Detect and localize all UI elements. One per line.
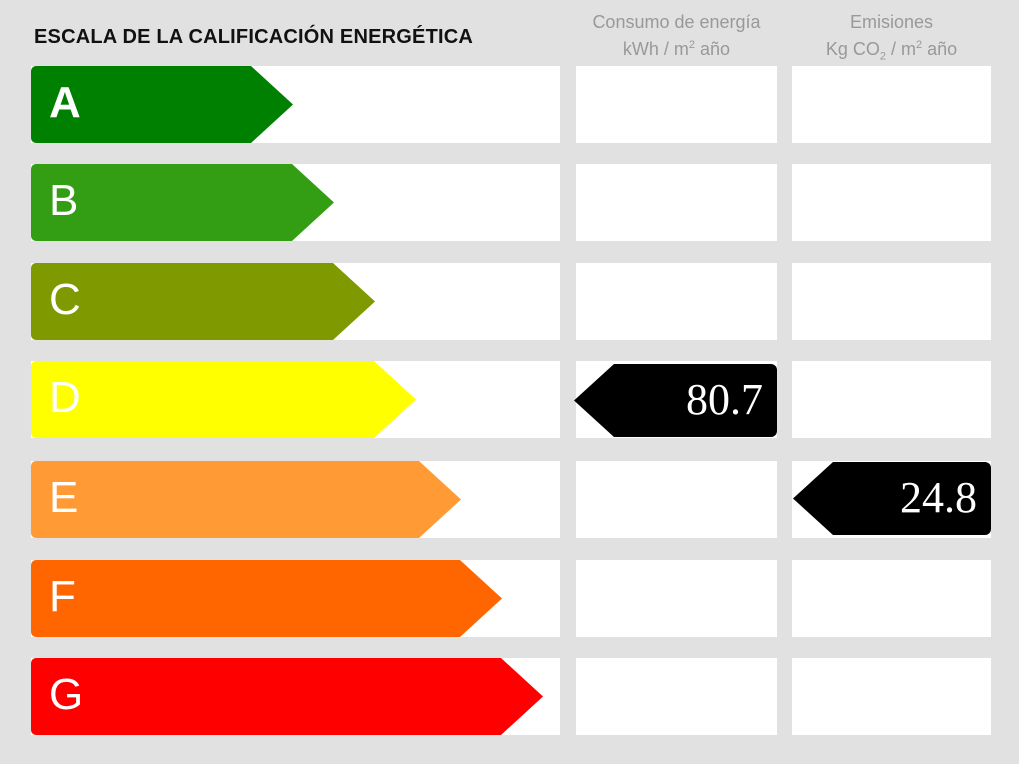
rating-row-f: F [31,560,560,637]
emissions-unit: Kg CO2 / m2 año [825,39,958,63]
consumption-cell-g [576,658,777,735]
consumption-cell-c [576,263,777,340]
rating-letter: F [49,572,76,621]
rating-row-e: E [31,461,560,538]
rating-arrow-g: G [31,658,543,735]
emissions-header: Emisiones Kg CO2 / m2 año [792,11,991,69]
emissions-cell-d [792,361,991,438]
consumption-header: Consumo de energía kWh / m2 año [576,11,777,61]
emissions-header-label: Emisiones [849,12,934,32]
consumption-cell-e [576,461,777,538]
emissions-cell-e: 24.8 [792,461,991,538]
consumption-header-label: Consumo de energía [592,12,761,32]
rating-letter: A [49,78,81,127]
rating-letter: D [49,373,81,422]
rating-row-b: B [31,164,560,241]
consumption-cell-a [576,66,777,143]
rating-row-d: D [31,361,560,438]
scale-title: ESCALA DE LA CALIFICACIÓN ENERGÉTICA [34,26,474,48]
consumption-cell-d: 80.7 [574,361,777,438]
consumption-cell-f [576,560,777,637]
consumption-value: 80.7 [686,375,763,424]
emissions-cell-b [792,164,991,241]
rating-row-g: G [31,658,560,735]
emissions-cell-c [792,263,991,340]
consumption-cell-b [576,164,777,241]
consumption-indicator-arrow: 80.7 [574,364,777,437]
rating-row-c: C [31,263,560,340]
rating-arrow-d: D [31,361,416,438]
consumption-unit: kWh / m2 año [622,39,731,59]
rating-letter: B [49,176,79,225]
rating-arrow-f: F [31,560,502,637]
rating-letter: G [49,670,84,719]
rating-row-a: A [31,66,560,143]
rating-arrow-b: B [31,164,334,241]
rating-letter: E [49,473,79,522]
rating-letter: C [49,275,81,324]
emissions-value: 24.8 [900,473,977,522]
rating-arrow-c: C [31,263,375,340]
rating-arrow-e: E [31,461,461,538]
emissions-indicator-arrow: 24.8 [793,462,991,535]
emissions-cell-g [792,658,991,735]
emissions-cell-a [792,66,991,143]
rating-arrow-a: A [31,66,293,143]
emissions-cell-f [792,560,991,637]
